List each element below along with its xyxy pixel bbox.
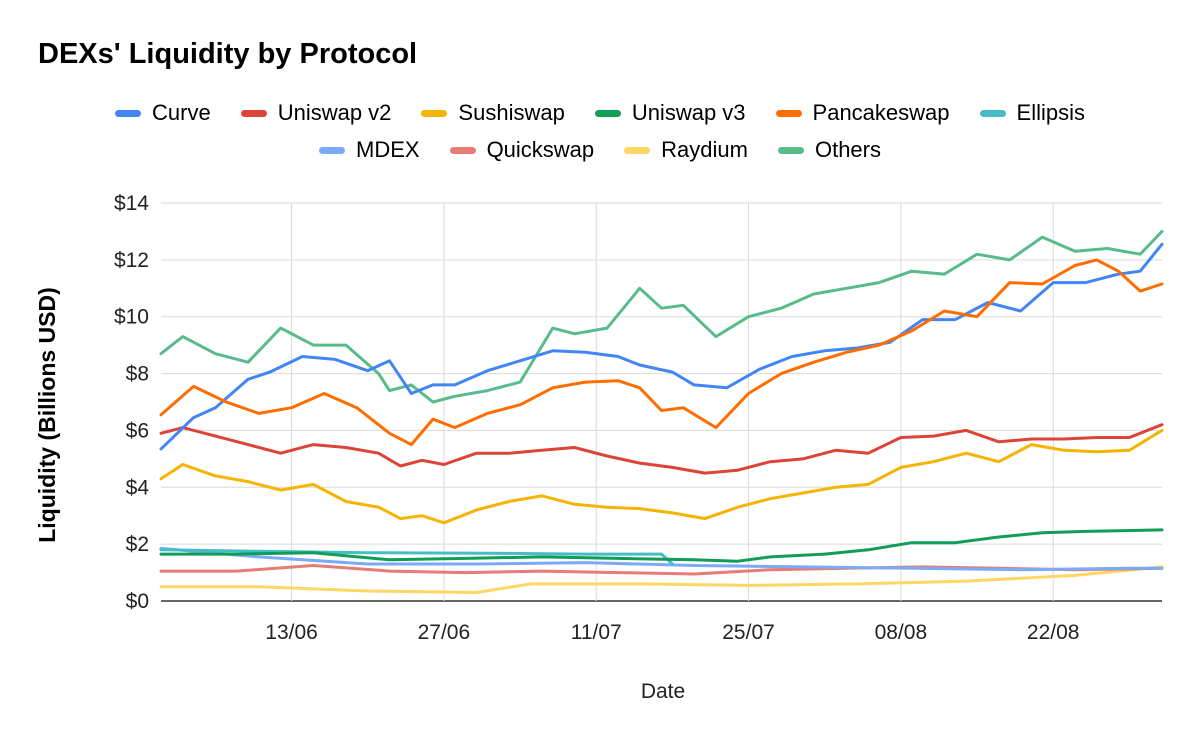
legend-swatch	[115, 109, 142, 117]
series-line-raydium	[159, 565, 1164, 594]
legend-item: Quickswap	[449, 137, 595, 163]
legend-label: MDEX	[356, 137, 420, 162]
y-tick-label: $0	[126, 590, 149, 613]
legend-row-1: Curve Uniswap v2 Sushiswap Uniswap v3 Pancak…	[0, 100, 1200, 126]
legend-swatch	[319, 146, 345, 154]
legend-row-2: MDEX Quickswap Raydium Others	[0, 137, 1200, 163]
x-axis-title: Date	[641, 680, 685, 703]
x-tick-label: 08/08	[875, 621, 928, 644]
legend-label: Uniswap v3	[631, 100, 746, 125]
x-tick-label: 11/07	[571, 621, 622, 644]
legend-item: Ellipsis	[979, 100, 1085, 126]
legend-item: Uniswap v3	[594, 100, 746, 126]
series-line-others	[159, 229, 1164, 404]
legend-item: Others	[777, 137, 881, 163]
legend-swatch	[240, 109, 267, 117]
legend-label: Sushiswap	[458, 100, 565, 125]
y-tick-label: $6	[126, 419, 149, 442]
legend-item: Sushiswap	[421, 100, 565, 126]
legend-swatch	[775, 109, 802, 117]
y-tick-label: $10	[114, 306, 149, 329]
series-line-uniswap-v2	[159, 423, 1164, 475]
legend-label: Raydium	[661, 137, 748, 162]
series-line-curve	[159, 242, 1164, 451]
series-line-uniswap-v3	[159, 528, 1164, 563]
legend-label: Quickswap	[486, 137, 595, 162]
series-line-sushiswap	[159, 428, 1164, 525]
y-tick-label: $2	[126, 533, 149, 556]
x-tick-label: 25/07	[722, 621, 775, 644]
series-line-ellipsis	[159, 548, 674, 566]
legend-swatch	[624, 146, 651, 154]
legend-swatch	[979, 109, 1006, 117]
legend-swatch	[594, 109, 621, 117]
y-tick-label: $4	[126, 476, 150, 499]
legend-label: Curve	[152, 100, 211, 125]
legend-item: Raydium	[624, 137, 748, 163]
legend-item: Uniswap v2	[240, 100, 392, 126]
axes: $0 $2 $4 $6 $8 $10 $12 $14 13/06 27/06 11/07 25/07 0…	[114, 192, 1080, 644]
x-tick-label: 22/08	[1027, 621, 1080, 644]
legend-item: MDEX	[319, 137, 420, 163]
legend-label: Pancakeswap	[812, 100, 950, 125]
legend-swatch	[777, 146, 804, 154]
legend-label: Ellipsis	[1016, 100, 1085, 125]
y-tick-label: $8	[126, 363, 149, 386]
gridlines	[161, 202, 1162, 602]
x-tick-label: 13/06	[265, 621, 318, 644]
y-tick-label: $14	[114, 192, 149, 215]
legend-label: Others	[814, 137, 881, 162]
legend-label: Uniswap v2	[277, 100, 392, 125]
y-tick-label: $12	[114, 249, 149, 272]
legend-swatch	[421, 109, 448, 117]
y-axis-title: Liquidity (Billions USD)	[34, 287, 60, 543]
legend-item: Curve	[115, 100, 211, 126]
chart-title: DEXs' Liquidity by Protocol	[38, 38, 418, 70]
series-line-mdex	[159, 546, 1164, 572]
legend-swatch	[449, 146, 476, 154]
series-line-pancakeswap	[159, 258, 1164, 447]
legend-item: Pancakeswap	[775, 100, 950, 126]
series-lines	[159, 229, 1164, 594]
x-tick-label: 27/06	[418, 621, 471, 644]
